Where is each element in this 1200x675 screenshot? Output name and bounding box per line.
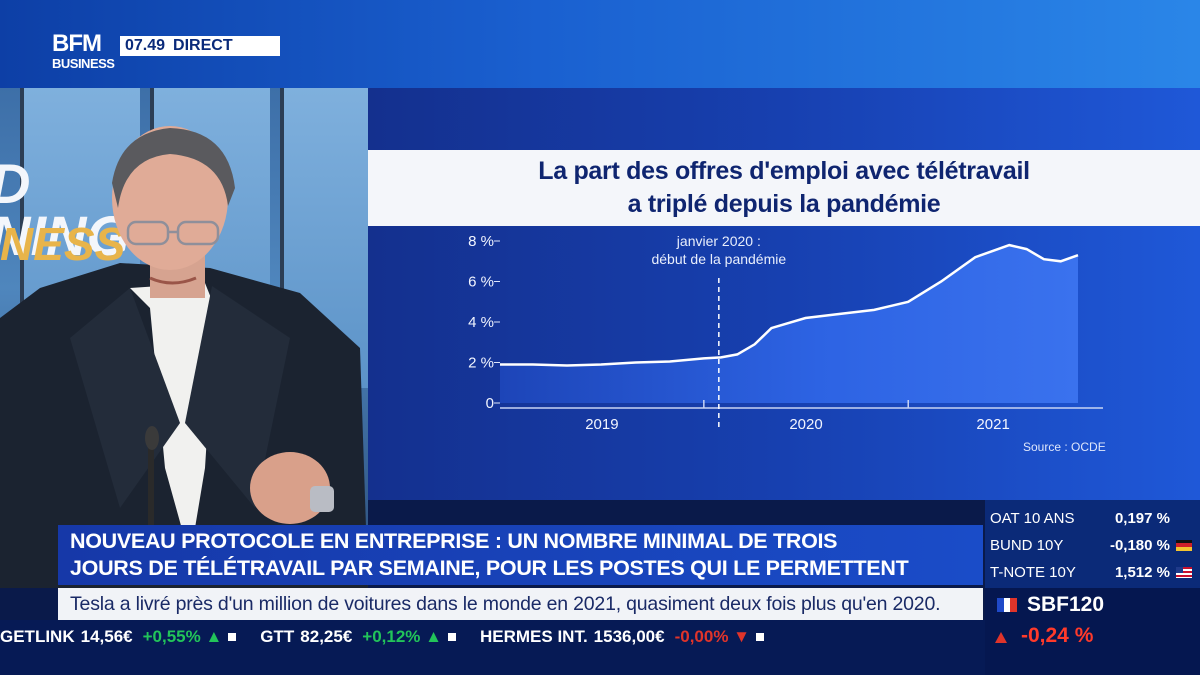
teleworking-share-chart: 8 % 6 % 4 % 2 % 0 2019 2020 2021 janvier 2020 …: [468, 233, 1106, 454]
bond-yield: -0,180 %: [1109, 536, 1170, 554]
down-triangle-icon: [995, 632, 1007, 643]
ticker-item: GETLINK 14,56€ +0,55% ▲: [0, 627, 250, 647]
de-flag-icon: [1176, 539, 1192, 551]
chart-source: Source : OCDE: [1023, 440, 1106, 454]
ticker-change: -0,00% ▼: [674, 627, 750, 646]
ticker-name: GETLINK: [0, 627, 75, 646]
france-flag-icon: [997, 598, 1018, 612]
ticker-price: 1536,00€: [593, 627, 665, 646]
live-time-badge: 07.49 DIRECT: [120, 36, 280, 56]
presenter-image: [0, 126, 368, 588]
bond-rate-row: BUND 10Y -0,180 %: [985, 533, 1200, 557]
ticker-name: GTT: [260, 627, 295, 646]
bond-yield: 1,512 %: [1114, 563, 1170, 581]
live-label: DIRECT: [173, 37, 233, 54]
ticker-price: 14,56€: [80, 627, 133, 646]
y-tick-label: 4 %: [468, 314, 494, 331]
y-tick-label: 0: [486, 395, 494, 412]
x-tick-label: 2020: [789, 416, 822, 433]
annotation-line2: début de la pandémie: [651, 251, 786, 267]
bond-name: BUND 10Y: [990, 536, 1064, 554]
y-tick-label: 8 %: [468, 233, 494, 250]
sbf120-index: SBF120 -0,24 %: [985, 588, 1200, 675]
separator-square-icon: [228, 633, 237, 641]
bond-name: T-NOTE 10Y: [990, 563, 1076, 581]
index-change: -0,24 %: [1021, 624, 1094, 647]
ticker-item: HERMES INT. 1536,00€ -0,00% ▼: [480, 627, 778, 647]
series-line: [500, 243, 1079, 367]
headline-line1: NOUVEAU PROTOCOLE EN ENTREPRISE : UN NOM…: [70, 529, 838, 553]
info-crawl-text: Tesla a livré près d'un million de voitu…: [70, 592, 941, 615]
ticker-item: GTT 82,25€ +0,12% ▲: [260, 627, 470, 647]
bond-yield: 0,197 %: [1114, 509, 1170, 527]
market-panel: OAT 10 ANS 0,197 % BUND 10Y -0,180 % T-NOTE …: [985, 500, 1200, 675]
info-crawl: Tesla a livré près d'un million de voitu…: [58, 588, 983, 620]
y-tick-label: 2 %: [468, 355, 494, 372]
chart-title-line2: a triplé depuis la pandémie: [627, 190, 941, 218]
ticker-change: +0,55% ▲: [142, 627, 223, 646]
fr-flag-icon: [1176, 513, 1192, 524]
y-tick-label: 6 %: [468, 274, 494, 291]
ticker-name: HERMES INT.: [479, 627, 588, 646]
bond-name: OAT 10 ANS: [990, 509, 1075, 527]
stock-ticker: GETLINK 14,56€ +0,55% ▲ GTT 82,25€ +0,12% ▲ HE…: [0, 620, 985, 654]
annotation-line1: janvier 2020 :: [676, 233, 761, 249]
ticker-change: +0,12% ▲: [362, 627, 442, 646]
clock-time: 07.49: [125, 37, 166, 54]
chart-title: La part des offres d'emploi avec télétra…: [368, 150, 1200, 226]
headline-banner: NOUVEAU PROTOCOLE EN ENTREPRISE : UN NOM…: [58, 525, 983, 585]
ticker-price: 82,25€: [300, 627, 353, 646]
us-flag-icon: [1176, 566, 1192, 578]
studio-sign-business: NESS: [0, 218, 126, 270]
separator-square-icon: [447, 633, 456, 641]
separator-square-icon: [756, 633, 764, 641]
headline-line2: JOURS DE TÉLÉTRAVAIL PAR SEMAINE, POUR L…: [70, 556, 909, 580]
chart-title-line1: La part des offres d'emploi avec télétra…: [538, 157, 1030, 185]
bond-rate-row: T-NOTE 10Y 1,512 %: [985, 560, 1200, 584]
index-name: SBF120: [1027, 593, 1105, 616]
bottom-strip: [0, 654, 985, 675]
studio-sign: DNING: [0, 156, 130, 267]
bfm-business-logo: BFM BUSINESS: [52, 30, 115, 72]
bond-rate-row: OAT 10 ANS 0,197 %: [985, 506, 1200, 530]
x-tick-label: 2019: [585, 416, 618, 433]
x-tick-label: 2021: [976, 416, 1009, 433]
